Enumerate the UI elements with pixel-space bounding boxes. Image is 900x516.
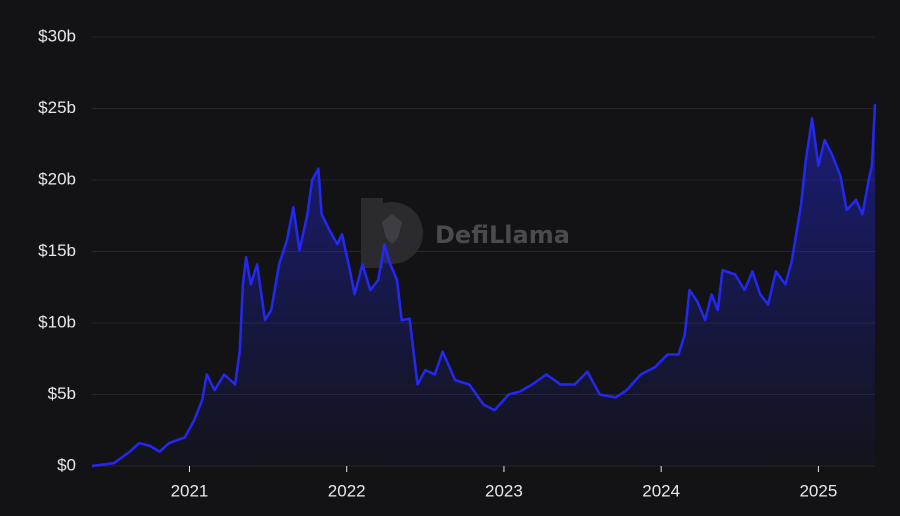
x-tick-label: 2025 — [799, 481, 837, 500]
y-tick-label: $0 — [57, 455, 76, 474]
area-line — [91, 104, 877, 468]
watermark-logo-stem — [361, 198, 383, 268]
y-tick-label: $20b — [38, 169, 76, 188]
x-tick-label: 2023 — [485, 481, 523, 500]
watermark-logo-mark — [382, 214, 402, 244]
y-tick-label: $10b — [38, 312, 76, 331]
x-tick-label: 2021 — [171, 481, 209, 500]
watermark-text: DefiLlama — [435, 221, 570, 249]
x-tick-label: 2022 — [328, 481, 366, 500]
x-tick-label: 2024 — [642, 481, 680, 500]
y-tick-label: $15b — [38, 241, 76, 260]
y-tick-label: $5b — [48, 384, 76, 403]
watermark: DefiLlama — [361, 198, 570, 268]
y-tick-label: $30b — [38, 26, 76, 45]
area-fill — [92, 104, 875, 466]
y-tick-label: $25b — [38, 98, 76, 117]
